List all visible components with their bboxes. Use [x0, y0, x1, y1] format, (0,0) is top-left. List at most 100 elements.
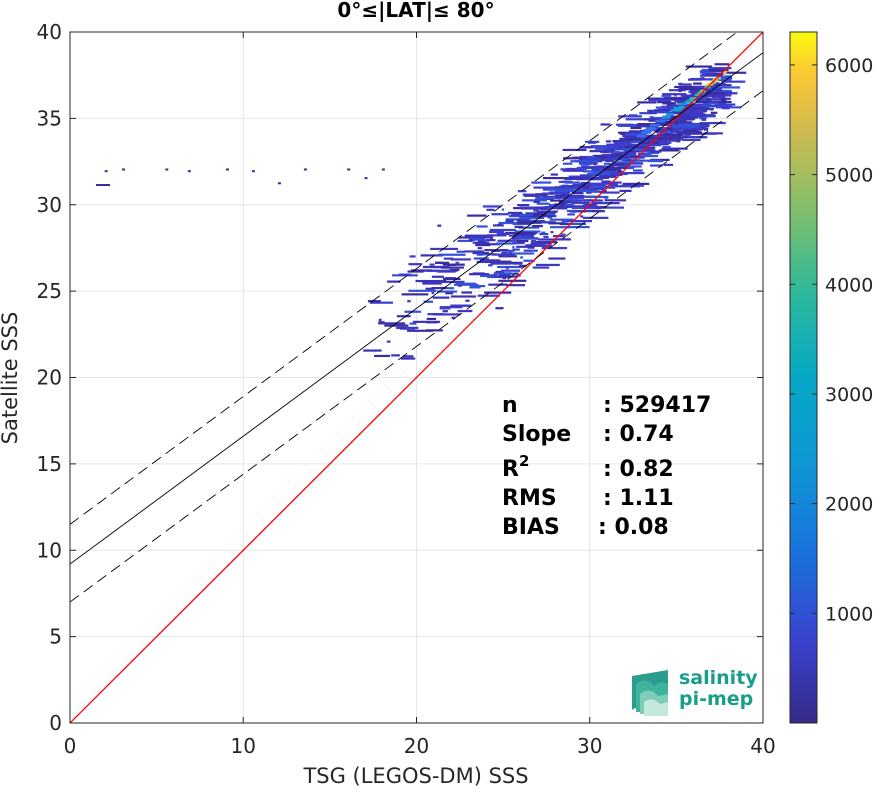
density-streak — [560, 222, 587, 226]
density-streak — [572, 183, 601, 186]
density-streak — [477, 294, 500, 297]
density-streak — [562, 199, 583, 202]
density-streak — [668, 89, 686, 92]
density-streak — [637, 101, 657, 104]
density-streak — [605, 140, 612, 143]
density-streak — [618, 158, 622, 161]
density-streak — [561, 233, 566, 236]
density-streak — [593, 171, 622, 174]
density-point — [225, 168, 229, 171]
density-streak — [412, 320, 440, 323]
density-point — [121, 168, 125, 171]
density-point — [251, 170, 255, 173]
colorbar-tick-label: 6000 — [825, 55, 873, 77]
density-streak — [688, 124, 710, 128]
density-streak — [675, 119, 687, 123]
density-streak — [693, 92, 718, 95]
density-streak — [464, 250, 485, 253]
density-streak — [665, 127, 674, 130]
density-streak — [512, 262, 523, 265]
density-streak — [676, 125, 699, 128]
density-streak — [661, 94, 672, 97]
density-streak — [501, 269, 521, 272]
density-streak — [465, 299, 470, 302]
density-streak — [705, 92, 726, 95]
density-streak — [449, 268, 460, 272]
density-streak — [568, 175, 592, 178]
density-streak — [719, 76, 725, 79]
density-streak — [554, 194, 574, 198]
density-streak — [587, 187, 605, 191]
density-streak — [700, 108, 706, 112]
density-streak — [430, 247, 459, 251]
density-streak — [437, 224, 442, 227]
y-tick-label: 20 — [37, 366, 62, 390]
y-tick-label: 30 — [37, 193, 62, 217]
density-streak — [391, 354, 400, 357]
density-streak — [491, 253, 512, 256]
density-streak — [614, 185, 641, 188]
density-core-cell — [712, 80, 718, 83]
density-streak — [461, 291, 473, 294]
density-streak — [479, 259, 501, 262]
density-core-cell — [716, 77, 722, 80]
density-streak — [708, 68, 729, 72]
density-streak — [625, 159, 640, 162]
density-core-cell — [722, 70, 727, 74]
density-streak — [451, 316, 455, 319]
density-streak — [643, 118, 660, 121]
density-streak — [422, 281, 427, 284]
density-streak — [639, 112, 657, 115]
density-streak — [531, 181, 552, 184]
density-streak — [484, 260, 512, 263]
density-streak — [400, 357, 416, 360]
density-streak — [501, 254, 516, 257]
density-streak — [529, 219, 536, 222]
density-streak — [689, 78, 712, 81]
density-streak — [678, 89, 682, 93]
line-identity — [70, 32, 763, 723]
density-streak — [522, 199, 547, 202]
density-streak — [530, 239, 537, 243]
density-streak — [519, 206, 534, 209]
density-streak — [520, 256, 524, 259]
stat-value-2: : 0.82 — [603, 457, 674, 482]
density-streak — [529, 213, 535, 216]
density-streak — [582, 157, 602, 160]
density-streak — [537, 221, 557, 224]
salinity-pi-mep-logo: salinity pi-mep — [632, 667, 758, 716]
density-streak — [662, 93, 687, 96]
density-streak — [557, 207, 568, 210]
density-streak — [721, 98, 727, 102]
density-streak — [507, 249, 515, 252]
density-streak — [508, 251, 512, 254]
density-streak — [548, 257, 566, 260]
density-streak — [477, 247, 483, 250]
density-streak — [603, 146, 616, 149]
density-streak — [713, 100, 732, 104]
colorbar-tick-label: 2000 — [825, 494, 873, 516]
density-streak — [534, 194, 548, 197]
density-streak — [539, 233, 549, 236]
density-streak — [396, 315, 411, 318]
density-streak — [601, 158, 625, 161]
density-streak — [439, 307, 451, 310]
density-streak — [654, 139, 679, 142]
density-streak — [704, 128, 709, 131]
density-streak — [550, 173, 558, 176]
density-streak — [533, 209, 539, 212]
density-streak — [634, 125, 659, 128]
density-streak — [616, 143, 626, 146]
density-streak — [470, 236, 494, 239]
density-streak — [431, 275, 445, 278]
density-streak — [561, 196, 585, 199]
density-streak — [560, 168, 582, 171]
density-streak — [398, 273, 412, 276]
density-streak — [529, 214, 543, 217]
density-streak — [669, 125, 673, 128]
density-streak — [681, 138, 701, 142]
density-streak — [468, 273, 490, 276]
density-streak — [683, 129, 698, 133]
stat-value-0: : 529417 — [603, 393, 711, 418]
density-streak — [450, 304, 471, 307]
